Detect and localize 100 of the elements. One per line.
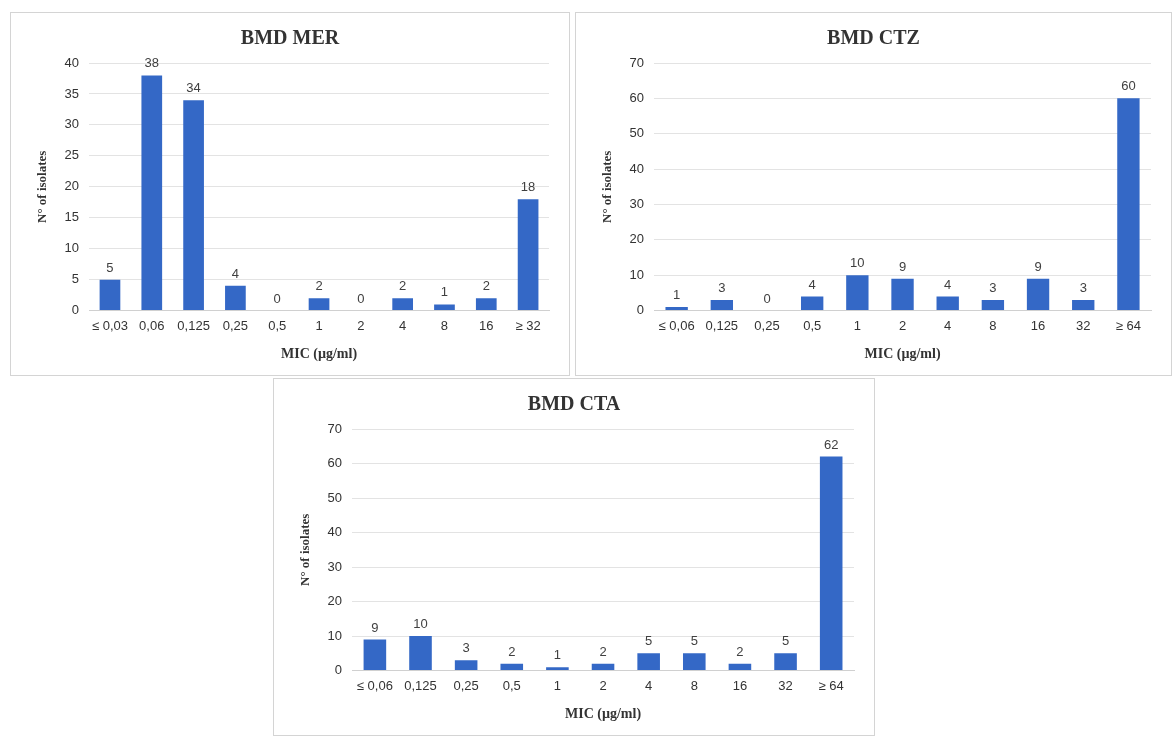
x-tick-label: 8 bbox=[989, 317, 997, 333]
data-label: 18 bbox=[520, 179, 536, 195]
x-tick-label: 0,06 bbox=[139, 317, 165, 333]
y-tick-label: 25 bbox=[64, 147, 80, 163]
data-label: 10 bbox=[850, 255, 865, 271]
data-label: 4 bbox=[944, 276, 952, 292]
bar bbox=[891, 278, 914, 311]
data-label: 62 bbox=[823, 436, 839, 452]
x-tick-label: 0,25 bbox=[453, 677, 479, 693]
bar bbox=[591, 663, 615, 671]
x-tick-label: 2 bbox=[898, 317, 907, 333]
chart-title: BMD CTZ bbox=[827, 26, 920, 49]
x-tick-label: 1 bbox=[553, 677, 562, 693]
x-axis-title: MIC (µg/ml) bbox=[564, 706, 642, 723]
y-tick-label: 5 bbox=[71, 271, 80, 287]
bar bbox=[637, 653, 660, 671]
y-tick-label: 60 bbox=[327, 455, 343, 471]
x-tick-label: 0,25 bbox=[222, 317, 249, 333]
y-tick-label: 0 bbox=[636, 302, 645, 318]
data-label: 9 bbox=[1034, 258, 1042, 274]
y-axis-title: N° of isolates bbox=[297, 513, 313, 586]
y-tick-label: 40 bbox=[64, 54, 80, 70]
y-tick-label: 70 bbox=[629, 54, 645, 70]
bar bbox=[392, 298, 413, 311]
bar bbox=[434, 304, 455, 311]
data-label: 9 bbox=[898, 258, 907, 274]
x-tick-label: ≥ 32 bbox=[515, 317, 541, 333]
data-label: 0 bbox=[273, 290, 281, 306]
y-tick-label: 10 bbox=[327, 627, 343, 643]
x-tick-label: 0,5 bbox=[502, 677, 521, 693]
bar bbox=[225, 285, 246, 311]
bar bbox=[183, 100, 204, 311]
x-tick-label: 4 bbox=[944, 317, 952, 333]
y-tick-label: 30 bbox=[64, 116, 80, 132]
y-tick-label: 50 bbox=[629, 125, 645, 141]
y-tick-label: 40 bbox=[629, 160, 645, 176]
bar bbox=[665, 307, 688, 311]
data-label: 34 bbox=[186, 80, 201, 96]
data-label: 5 bbox=[106, 259, 114, 275]
x-tick-label: ≤ 0,06 bbox=[658, 317, 695, 333]
x-tick-label: 8 bbox=[690, 677, 698, 693]
y-tick-label: 10 bbox=[64, 240, 80, 256]
bar bbox=[454, 660, 478, 671]
x-tick-label: 4 bbox=[399, 317, 407, 333]
y-tick-label: 40 bbox=[327, 524, 343, 540]
bar bbox=[683, 653, 706, 671]
x-tick-label: 0,125 bbox=[404, 677, 437, 693]
y-tick-label: 30 bbox=[629, 196, 645, 212]
x-tick-label: 2 bbox=[357, 317, 365, 333]
data-label: 38 bbox=[144, 55, 160, 71]
data-label: 5 bbox=[781, 633, 790, 649]
data-label: 2 bbox=[315, 278, 323, 294]
x-tick-label: 2 bbox=[599, 677, 607, 693]
bar bbox=[500, 663, 524, 671]
bar bbox=[475, 298, 497, 311]
x-tick-label: 16 bbox=[732, 677, 748, 693]
data-label: 3 bbox=[1079, 280, 1087, 296]
bar bbox=[819, 456, 843, 671]
data-label: 2 bbox=[399, 278, 407, 294]
x-tick-label: 32 bbox=[778, 677, 793, 693]
y-tick-label: 60 bbox=[629, 89, 645, 105]
bar bbox=[363, 639, 387, 671]
bar bbox=[1026, 278, 1050, 311]
x-tick-label: 1 bbox=[315, 317, 323, 333]
data-label: 3 bbox=[989, 280, 997, 296]
data-label: 2 bbox=[508, 643, 516, 659]
x-tick-label: 4 bbox=[645, 677, 653, 693]
bar bbox=[728, 663, 752, 671]
x-tick-label: 0,25 bbox=[754, 317, 780, 333]
y-tick-label: 70 bbox=[327, 420, 343, 436]
x-axis-title: MIC (µg/ml) bbox=[280, 346, 358, 363]
data-label: 4 bbox=[808, 276, 816, 292]
bar bbox=[774, 653, 797, 671]
y-tick-label: 30 bbox=[327, 558, 343, 574]
y-tick-label: 20 bbox=[64, 178, 80, 194]
x-tick-label: ≥ 64 bbox=[818, 677, 844, 693]
x-tick-label: ≤ 0,03 bbox=[91, 317, 128, 333]
bar bbox=[99, 279, 121, 311]
chart-title: BMD CTA bbox=[527, 392, 621, 415]
data-label: 4 bbox=[231, 265, 240, 281]
data-label: 1 bbox=[553, 647, 562, 663]
bar bbox=[936, 296, 959, 311]
x-tick-label: 16 bbox=[479, 317, 494, 333]
y-tick-label: 35 bbox=[64, 85, 80, 101]
bar bbox=[308, 298, 330, 311]
data-label: 0 bbox=[763, 290, 771, 306]
y-axis-title: N° of isolates bbox=[34, 150, 50, 223]
y-axis-title: N° of isolates bbox=[599, 150, 615, 223]
x-tick-label: 0,5 bbox=[268, 317, 287, 333]
x-tick-label: 16 bbox=[1030, 317, 1046, 333]
x-axis-title: MIC (µg/ml) bbox=[864, 346, 941, 363]
bar bbox=[409, 636, 432, 671]
x-tick-label: 0,125 bbox=[705, 317, 739, 333]
x-tick-label: 0,5 bbox=[803, 317, 822, 333]
data-label: 2 bbox=[482, 278, 490, 294]
bar bbox=[846, 275, 869, 311]
y-tick-label: 20 bbox=[629, 231, 645, 247]
data-label: 0 bbox=[357, 290, 365, 306]
y-tick-label: 20 bbox=[327, 593, 343, 609]
bar bbox=[1117, 98, 1140, 311]
